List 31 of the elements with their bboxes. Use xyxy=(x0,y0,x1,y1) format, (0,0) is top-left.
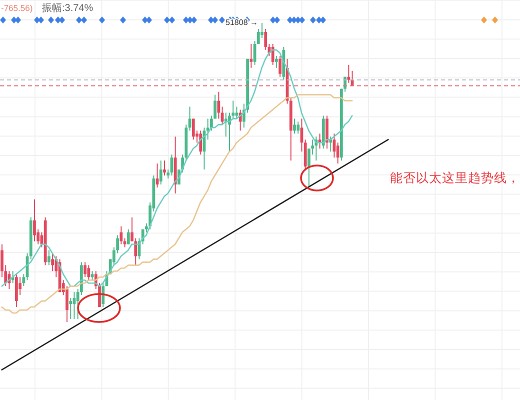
candlestick xyxy=(336,142,340,164)
candlestick xyxy=(206,118,210,140)
candlestick xyxy=(250,43,253,68)
candlestick xyxy=(224,112,228,138)
candlestick xyxy=(217,91,220,120)
candlestick xyxy=(120,226,123,245)
candlestick xyxy=(15,274,18,308)
text: -765.56) xyxy=(1,3,33,13)
candlestick xyxy=(275,55,278,68)
annotation: 能否以太这里趋势线， xyxy=(390,171,520,185)
candlestick xyxy=(296,121,300,134)
candlestick xyxy=(278,55,282,78)
candlestick xyxy=(48,250,50,266)
candlestick xyxy=(304,139,307,170)
candlestick xyxy=(347,64,350,84)
candlestick xyxy=(84,262,86,278)
candlestick xyxy=(22,274,26,287)
candlestick xyxy=(326,115,328,150)
candlestick xyxy=(199,130,202,156)
candlestick xyxy=(33,198,36,242)
candlestick xyxy=(102,282,105,308)
candlestick xyxy=(69,298,72,320)
candlestick xyxy=(192,118,195,140)
candlestick xyxy=(163,160,166,176)
candlestick xyxy=(51,252,54,272)
candlestick xyxy=(271,43,274,66)
candlestick xyxy=(87,264,90,281)
candlestick xyxy=(159,160,162,185)
candlestick xyxy=(293,118,296,134)
candlestick xyxy=(126,228,130,245)
text: 振幅:3.74% xyxy=(42,2,94,14)
